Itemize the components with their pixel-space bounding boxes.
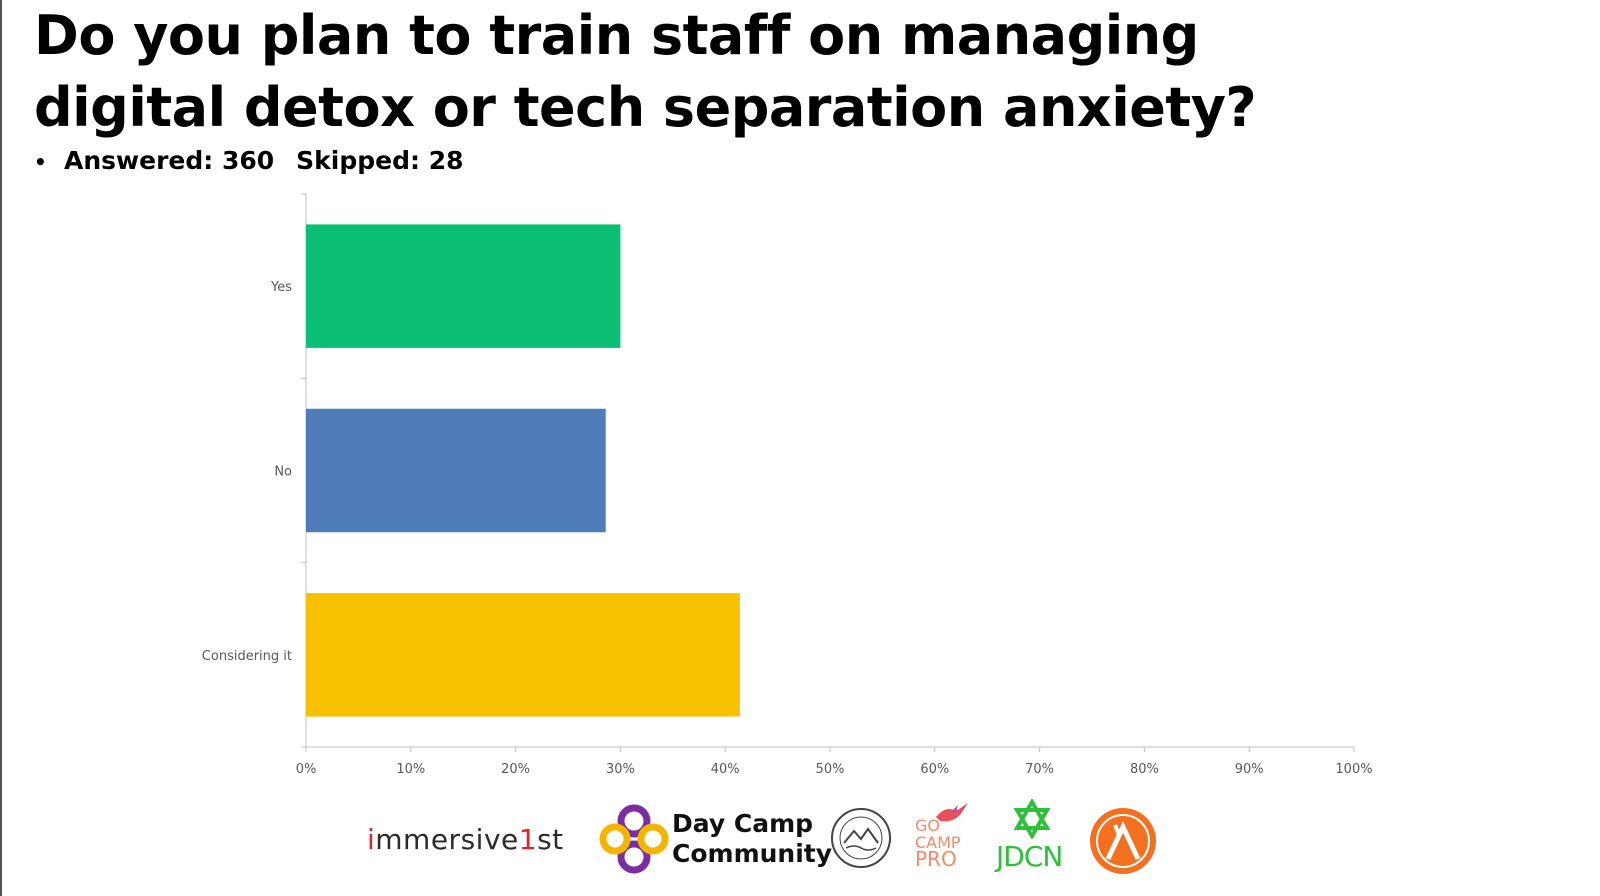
slide-title: Do you plan to train staff on managing d… xyxy=(34,4,1257,139)
slide-left-border xyxy=(0,0,2,896)
category-label: Considering it xyxy=(202,649,292,664)
go-camp-pro-logo: GO CAMP PRO xyxy=(915,816,961,871)
x-tick-label: 50% xyxy=(816,762,845,777)
x-tick-label: 20% xyxy=(501,762,530,777)
answered-count: Answered: 360 xyxy=(64,146,275,175)
category-label: No xyxy=(274,465,292,480)
response-stats: • Answered: 360 Skipped: 28 xyxy=(34,146,464,175)
campmaker-logo xyxy=(1090,808,1156,874)
x-tick-label: 30% xyxy=(606,762,635,777)
bar xyxy=(306,224,621,348)
skipped-count: Skipped: 28 xyxy=(296,146,464,175)
x-tick-label: 90% xyxy=(1235,762,1264,777)
immersive1st-logo: immersive1st xyxy=(367,823,564,856)
jdcn-logo: JDCN xyxy=(996,840,1063,873)
bar xyxy=(306,408,606,533)
bar-chart: Yes No Considering it 0% 10% 20% 30% 40% 50% 60% 7… xyxy=(202,193,1373,777)
x-tick-label: 80% xyxy=(1130,762,1159,777)
x-tick-label: 40% xyxy=(711,762,740,777)
x-tick-label: 100% xyxy=(1335,762,1372,777)
category-label: Yes xyxy=(270,280,292,295)
camp-seal-logo xyxy=(831,808,891,868)
x-tick-label: 0% xyxy=(296,762,317,777)
bullet-icon: • xyxy=(34,150,47,174)
bar xyxy=(306,593,740,717)
day-camp-community-logo: Day Camp Community xyxy=(672,809,833,868)
star-of-david-icon xyxy=(1013,799,1051,839)
x-tick-label: 70% xyxy=(1025,762,1054,777)
day-camp-community-icon xyxy=(599,804,669,874)
hummingbird-icon xyxy=(936,803,968,822)
x-tick-label: 60% xyxy=(920,762,949,777)
x-tick-label: 10% xyxy=(396,762,425,777)
sponsor-logos: immersive1st Day Camp Community GO CAMP … xyxy=(0,795,1600,896)
